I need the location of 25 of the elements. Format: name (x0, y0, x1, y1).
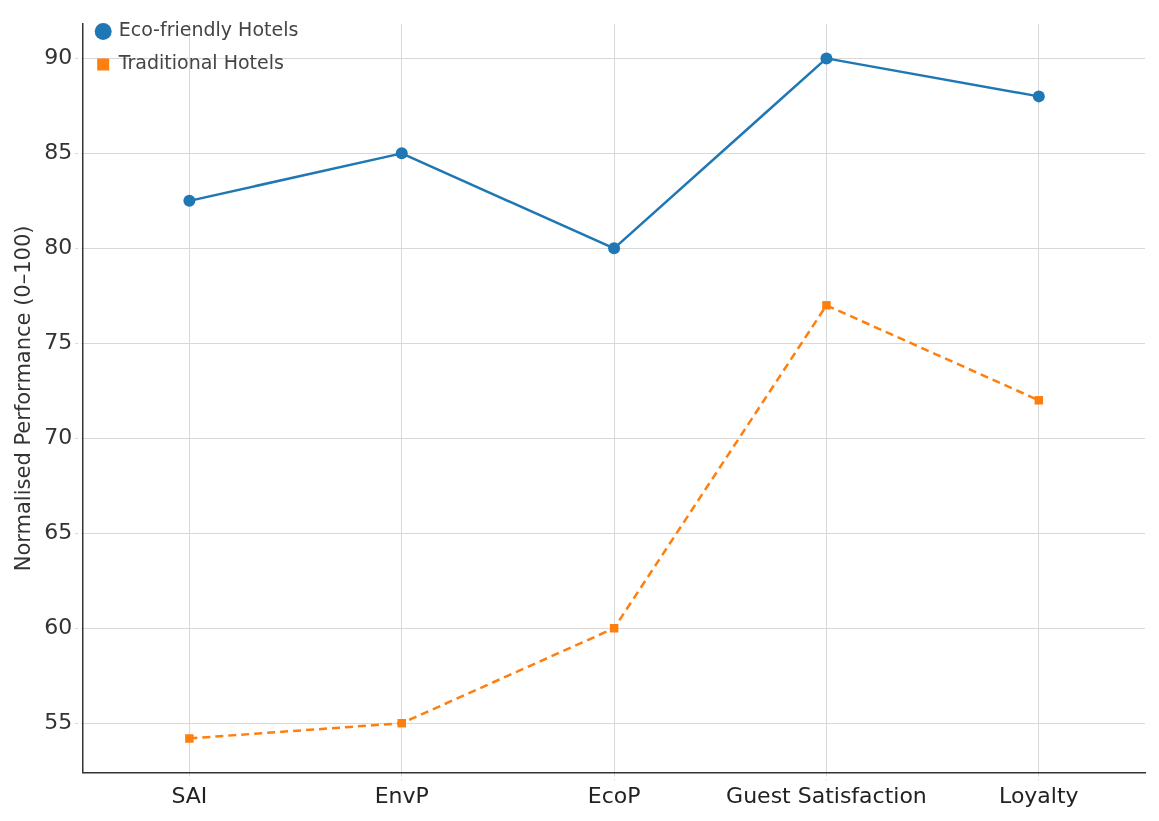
x-tick-label: SAI (171, 782, 208, 808)
y-tick-label: 60 (44, 613, 73, 639)
y-tick-label: 75 (44, 329, 73, 355)
x-tick-label: EcoP (587, 782, 641, 808)
y-tick-label: 70 (44, 424, 73, 450)
y-tick-label: 85 (44, 139, 73, 165)
point (395, 147, 408, 160)
point (397, 718, 406, 728)
point (185, 734, 194, 743)
point (822, 301, 831, 310)
y-tick-label: 80 (44, 234, 73, 260)
point (1032, 90, 1045, 103)
legend-label: Eco-friendly Hotels (118, 18, 299, 41)
point (608, 242, 621, 255)
legend-label: Traditional Hotels (117, 51, 284, 74)
x-tick-label: EnvP (374, 782, 429, 808)
x-tick-label: Guest Satisfaction (726, 782, 927, 808)
y-axis-title: Normalised Performance (0–100) (11, 225, 36, 572)
x-tick-label: Loyalty (999, 782, 1079, 808)
y-tick-label: 55 (44, 708, 73, 734)
y-tick-label: 65 (44, 518, 73, 544)
y-tick-label: 90 (44, 44, 73, 70)
point (820, 52, 833, 65)
point (183, 194, 196, 207)
point (1034, 396, 1044, 405)
